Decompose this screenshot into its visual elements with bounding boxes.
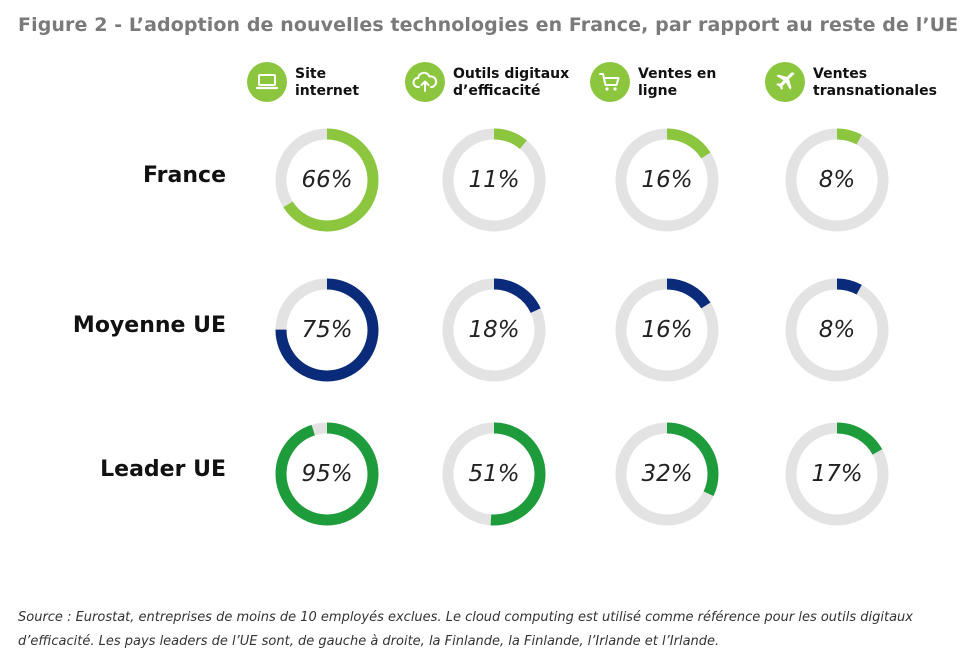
donut-chart: 32% xyxy=(612,419,722,529)
donut-svg xyxy=(615,128,719,232)
donut-svg xyxy=(442,278,546,382)
donut-value-label: 32% xyxy=(641,461,693,487)
donut-value-label: 16% xyxy=(641,167,693,193)
donut-value-arc xyxy=(615,422,719,526)
donut-chart: 17% xyxy=(782,419,892,529)
airplane-icon xyxy=(765,62,805,102)
donut-value-arc xyxy=(785,278,889,382)
donut-value-label: 18% xyxy=(468,317,520,343)
donut-value-label: 8% xyxy=(818,167,856,193)
donut-value-arc xyxy=(785,128,889,232)
row-label: France xyxy=(143,163,226,188)
row-label: Moyenne UE xyxy=(72,313,226,338)
donut-chart: 8% xyxy=(782,125,892,235)
donut-svg xyxy=(785,128,889,232)
donut-svg xyxy=(615,278,719,382)
donut-svg xyxy=(615,422,719,526)
donut-value-arc xyxy=(275,278,379,382)
donut-value-arc xyxy=(615,278,719,382)
donut-chart: 95% xyxy=(272,419,382,529)
donut-value-arc xyxy=(442,422,546,526)
donut-svg xyxy=(442,128,546,232)
donut-chart: 51% xyxy=(439,419,549,529)
donut-svg xyxy=(275,278,379,382)
category-label: Ventes transnationales xyxy=(813,66,937,99)
donut-value-arc xyxy=(442,278,546,382)
category-header: Site internet xyxy=(247,62,359,110)
donut-value-label: 16% xyxy=(641,317,693,343)
category-header: Outils digitaux d’efficacité xyxy=(405,62,569,110)
category-header: Ventes transnationales xyxy=(765,62,937,110)
donut-value-arc xyxy=(615,128,719,232)
donut-chart: 8% xyxy=(782,275,892,385)
donut-value-label: 51% xyxy=(468,461,520,487)
category-label: Outils digitaux d’efficacité xyxy=(453,66,570,99)
donut-value-arc xyxy=(275,422,379,526)
donut-value-arc xyxy=(275,128,379,232)
donut-chart: 75% xyxy=(272,275,382,385)
donut-value-arc xyxy=(442,128,546,232)
figure-title: Figure 2 - L’adoption de nouvelles techn… xyxy=(18,14,959,36)
cloud-upload-icon xyxy=(405,62,445,102)
category-label: Site internet xyxy=(295,66,360,99)
donut-chart: 66% xyxy=(272,125,382,235)
donut-chart: 11% xyxy=(439,125,549,235)
row-label: Leader UE xyxy=(100,457,226,482)
donut-svg xyxy=(275,422,379,526)
laptop-icon xyxy=(247,62,287,102)
donut-chart: 16% xyxy=(612,275,722,385)
donut-svg xyxy=(275,128,379,232)
donut-svg xyxy=(442,422,546,526)
category-header: Ventes en ligne xyxy=(590,62,716,110)
donut-svg xyxy=(785,422,889,526)
shopping-cart-icon xyxy=(590,62,630,102)
donut-value-label: 75% xyxy=(301,317,353,343)
donut-value-label: 95% xyxy=(301,461,353,487)
donut-value-label: 8% xyxy=(818,317,856,343)
category-label: Ventes en ligne xyxy=(638,66,717,99)
source-note: Source : Eurostat, entreprises de moins … xyxy=(18,610,913,649)
donut-chart: 18% xyxy=(439,275,549,385)
donut-value-label: 66% xyxy=(301,167,353,193)
donut-value-label: 17% xyxy=(811,461,863,487)
donut-chart: 16% xyxy=(612,125,722,235)
donut-value-label: 11% xyxy=(468,167,520,193)
donut-svg xyxy=(785,278,889,382)
donut-value-arc xyxy=(785,422,889,526)
